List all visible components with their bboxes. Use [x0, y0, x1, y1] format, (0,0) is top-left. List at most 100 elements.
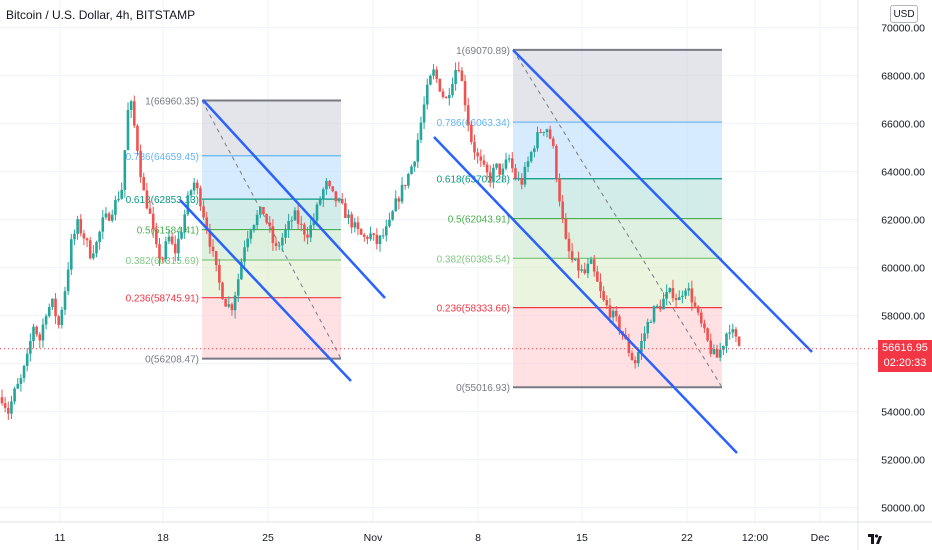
candle [495, 163, 498, 170]
candle [463, 74, 467, 112]
candle-body [479, 156, 483, 161]
candle-body [315, 204, 319, 221]
candle-body [485, 164, 489, 173]
candle [29, 333, 32, 362]
candle-body [233, 295, 237, 311]
candle-body [410, 166, 413, 175]
candle-body [551, 138, 555, 146]
candle-body [652, 306, 656, 322]
candle [340, 193, 344, 205]
candle-body [170, 236, 174, 244]
time-axis-label: 22 [681, 532, 693, 544]
candle [129, 99, 133, 119]
price-axis-label: 58000.00 [881, 311, 925, 323]
candle-body [325, 180, 328, 190]
candle [545, 128, 549, 138]
candle-body [501, 168, 505, 175]
candle-body [659, 305, 662, 310]
candle-body [517, 178, 520, 180]
tradingview-logo-icon[interactable] [868, 533, 882, 545]
candle-body [51, 298, 54, 308]
candle [85, 237, 89, 248]
candle [139, 144, 142, 183]
fib-level-label: 0.618(62853.13) [126, 195, 199, 206]
candle-body [523, 166, 527, 185]
candle [236, 273, 240, 303]
candle [501, 163, 505, 182]
candle-body [274, 242, 278, 246]
candle-body [457, 70, 461, 72]
candle [448, 88, 451, 106]
fib-retracement-2: 1(69070.89) 0.786(66063.34) 0.618(63702.28… [437, 46, 723, 394]
candle-body [54, 298, 57, 317]
channel-line [179, 199, 352, 382]
candle [586, 258, 590, 279]
candle [296, 202, 300, 230]
candle [350, 211, 353, 234]
candle-body [526, 161, 530, 167]
candle [82, 230, 86, 246]
candle [630, 350, 634, 361]
candle [718, 342, 722, 362]
candle [696, 305, 700, 316]
candle-body [561, 201, 564, 219]
candle [107, 211, 111, 222]
candle [22, 364, 26, 383]
candle [385, 219, 388, 242]
candle [70, 233, 73, 275]
fib-zone [513, 49, 722, 123]
candle-body [192, 182, 196, 191]
fib-zone [202, 297, 341, 359]
candle [230, 302, 234, 316]
candle [221, 281, 224, 300]
candle-body [202, 206, 205, 218]
candle-body [734, 329, 738, 337]
candle-body [158, 244, 161, 259]
candle-body [318, 199, 322, 205]
fib-level-label: 0.618(63702.28) [437, 175, 510, 186]
candle-body [79, 219, 83, 234]
candle [652, 305, 656, 324]
candle-body [529, 152, 533, 162]
candle [520, 173, 524, 190]
candle-body [700, 312, 703, 324]
currency-button[interactable]: USD [890, 5, 918, 23]
candle [715, 344, 719, 358]
candle [596, 265, 599, 282]
candle-body [186, 195, 190, 215]
candle-body [366, 236, 369, 239]
candle-body [347, 214, 350, 218]
candle [7, 401, 10, 420]
candle [633, 356, 637, 369]
price-axis-label: 54000.00 [881, 407, 925, 419]
candle-body [287, 220, 290, 230]
chart-title: Bitcoin / U.S. Dollar, 4h, BITSTAMP [6, 8, 196, 22]
candle-body [372, 233, 375, 235]
candle-body [444, 97, 448, 99]
candle-body [271, 226, 275, 243]
candle-body [92, 253, 95, 259]
candle [479, 149, 483, 167]
candle [180, 226, 183, 240]
last-price-value: 56616.95 [882, 342, 928, 354]
candle [120, 182, 123, 200]
candle-body [268, 222, 272, 227]
channel-line [202, 99, 386, 299]
candle [602, 286, 605, 302]
candle [403, 184, 407, 190]
candle [605, 295, 609, 310]
candle-body [13, 388, 16, 402]
candle-body [570, 251, 574, 261]
candle [706, 327, 709, 342]
candle [526, 156, 530, 173]
candle-body [243, 247, 246, 262]
candle [356, 216, 360, 236]
candle [548, 125, 552, 140]
candle [202, 200, 205, 220]
candle-body [397, 198, 401, 202]
candle [611, 308, 615, 324]
candle [674, 293, 678, 308]
candle-body [230, 304, 234, 311]
candle [35, 325, 38, 337]
